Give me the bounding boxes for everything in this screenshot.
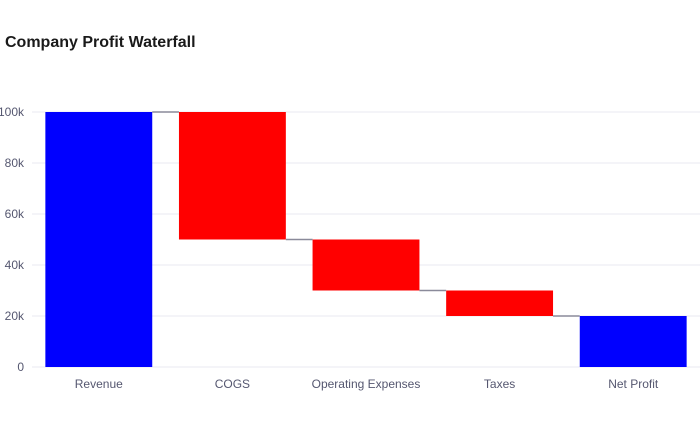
- y-tick-label: 20k: [5, 309, 25, 323]
- x-tick-label: Net Profit: [608, 377, 659, 391]
- y-axis-ticks: 0 20k 40k 60k 80k 100k: [0, 105, 25, 374]
- y-tick-label: 100k: [0, 105, 25, 119]
- bar-revenue: [45, 112, 153, 367]
- y-tick-label: 0: [17, 360, 24, 374]
- bar-cogs: [178, 112, 286, 240]
- y-tick-label: 40k: [5, 258, 25, 272]
- bar-operating-expenses: [312, 239, 420, 291]
- bar-layer: [45, 112, 687, 367]
- connector-layer: [152, 111, 580, 317]
- bar-net-profit: [579, 316, 687, 367]
- x-tick-label: Operating Expenses: [312, 377, 421, 391]
- x-tick-label: COGS: [215, 377, 250, 391]
- x-axis-ticks: Revenue COGS Operating Expenses Taxes Net Pr…: [75, 377, 659, 391]
- y-tick-label: 60k: [5, 207, 25, 221]
- bar-taxes: [446, 290, 554, 316]
- x-tick-label: Revenue: [75, 377, 123, 391]
- chart-title: Company Profit Waterfall: [5, 34, 196, 51]
- y-tick-label: 80k: [5, 156, 25, 170]
- x-tick-label: Taxes: [484, 377, 515, 391]
